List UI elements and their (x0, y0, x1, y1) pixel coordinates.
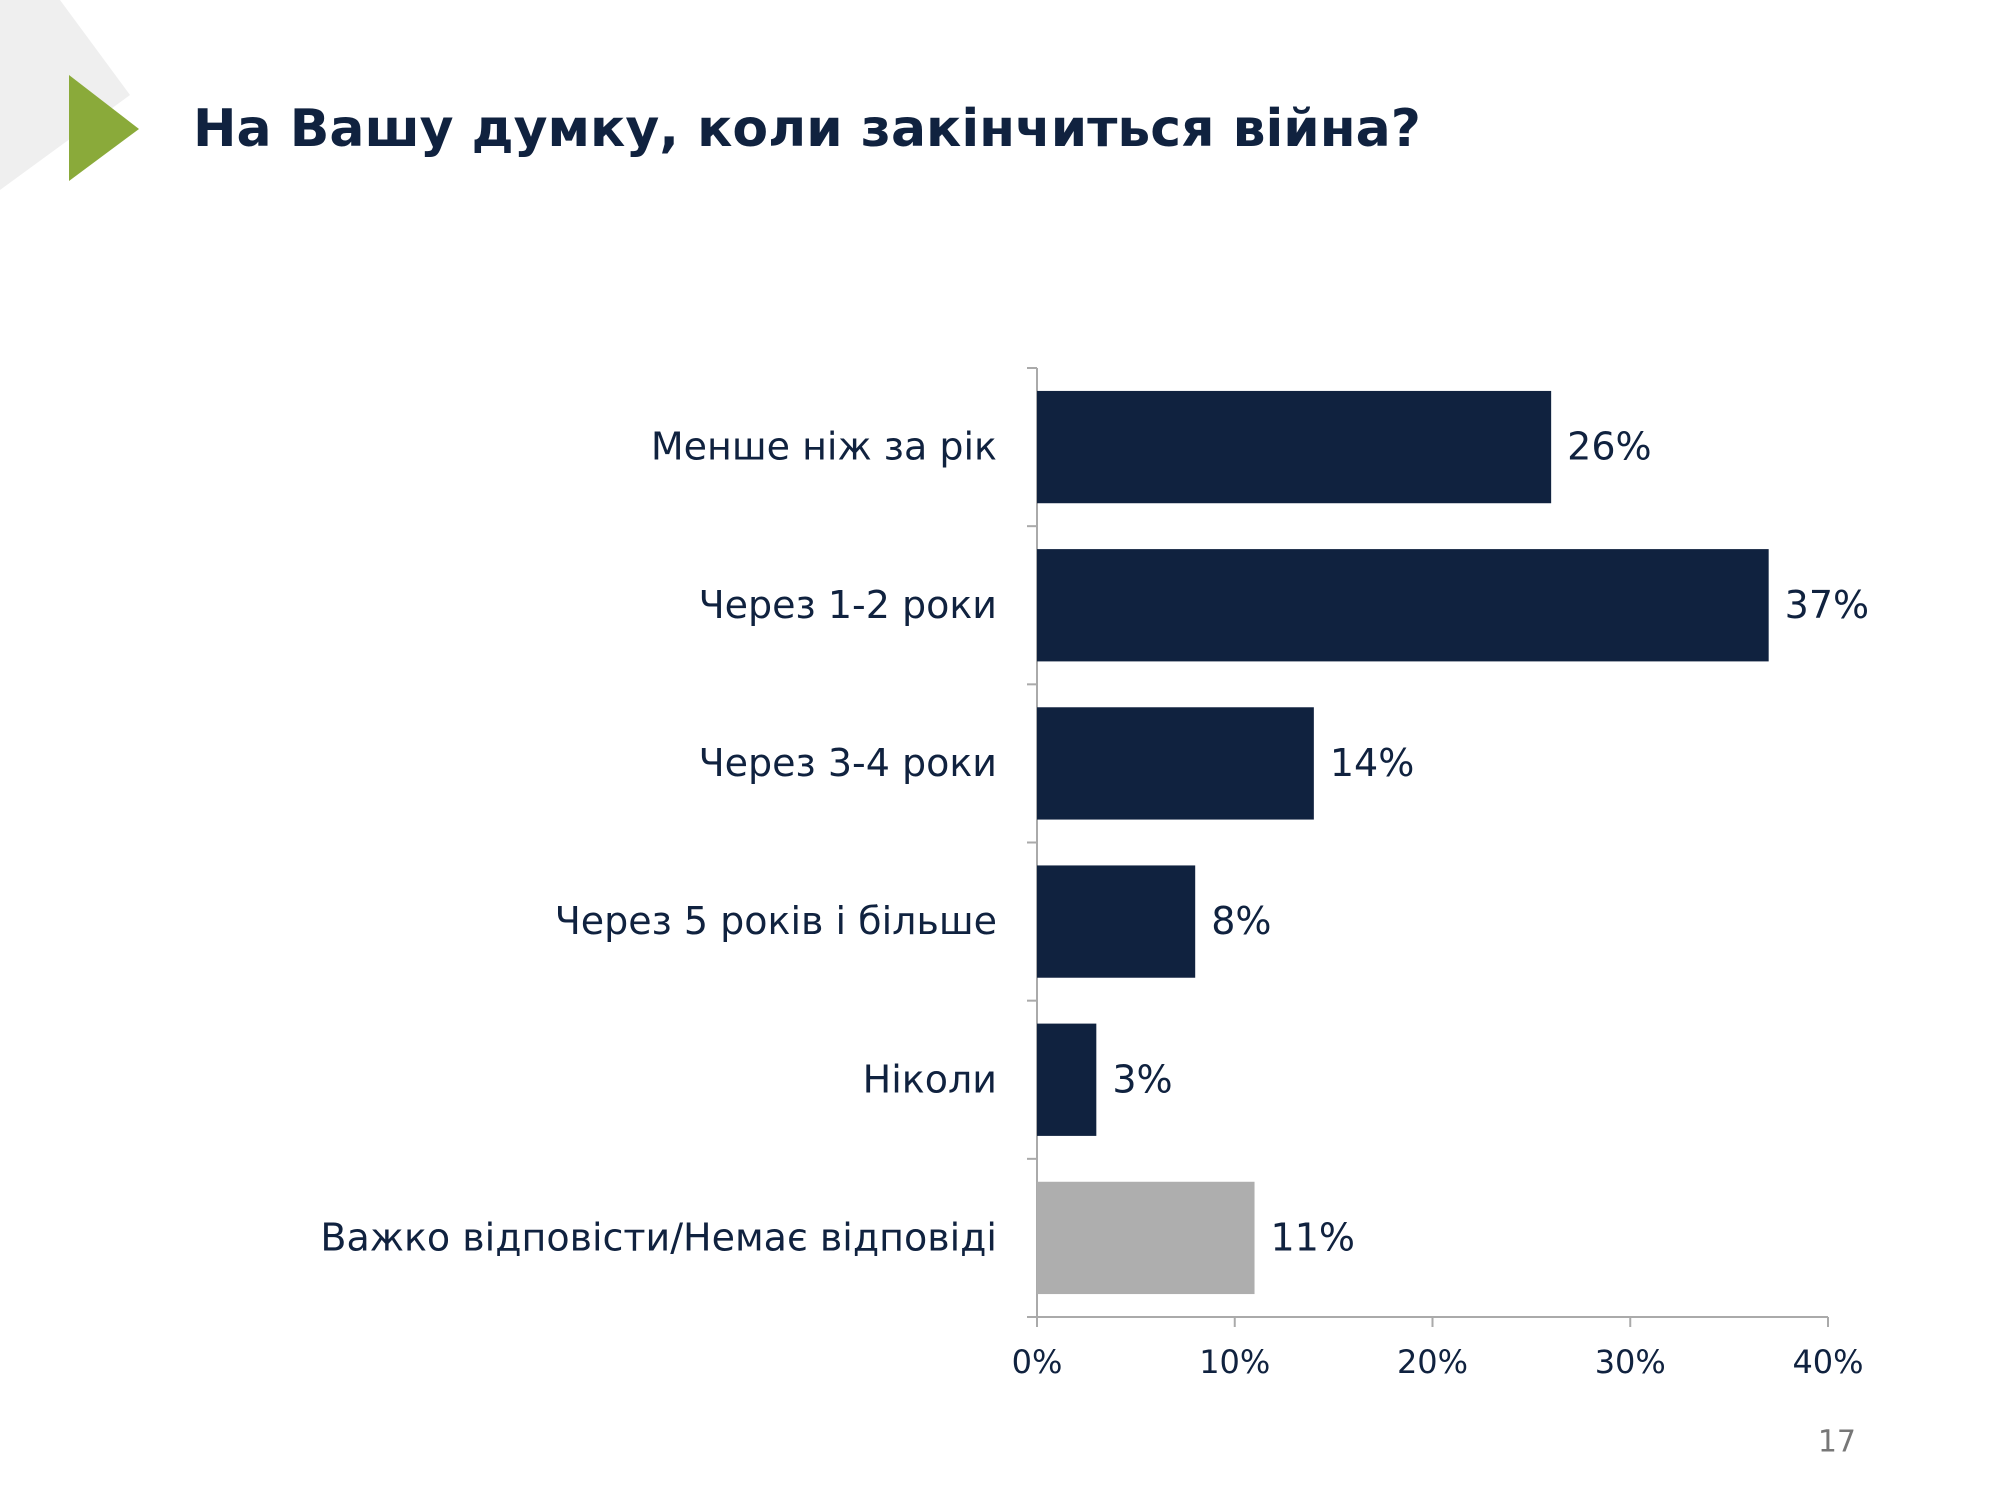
data-label: 26% (1567, 425, 1651, 469)
data-label: 3% (1112, 1057, 1172, 1101)
bar (1037, 549, 1769, 662)
data-label: 11% (1271, 1215, 1355, 1259)
decoration (0, 0, 130, 190)
page-number: 17 (1818, 1425, 1856, 1460)
x-tick-label: 40% (1792, 1343, 1863, 1381)
y-tick-label: Через 3-4 роки (699, 741, 997, 785)
chart-title: На Вашу думку, коли закінчиться війна? (193, 99, 1421, 159)
bar (1037, 1181, 1255, 1295)
bar (1037, 390, 1552, 504)
y-tick-label: Через 5 років і більше (555, 899, 997, 943)
bar (1037, 865, 1196, 978)
x-tick-label: 20% (1397, 1343, 1468, 1381)
x-tick-label: 10% (1199, 1343, 1270, 1381)
y-tick-label: Важко відповісти/Немає відповіді (320, 1215, 997, 1259)
data-label: 37% (1785, 583, 1869, 627)
y-tick-label: Ніколи (863, 1057, 997, 1101)
y-tick-label: Менше ніж за рік (651, 425, 997, 469)
x-tick-label: 30% (1595, 1343, 1666, 1381)
arrow-icon (69, 75, 139, 181)
x-tick-label: 0% (1012, 1343, 1063, 1381)
bar (1037, 1023, 1097, 1136)
bar (1037, 707, 1314, 820)
data-label: 8% (1211, 899, 1271, 943)
data-label: 14% (1330, 741, 1414, 785)
y-tick-label: Через 1-2 роки (699, 583, 997, 627)
